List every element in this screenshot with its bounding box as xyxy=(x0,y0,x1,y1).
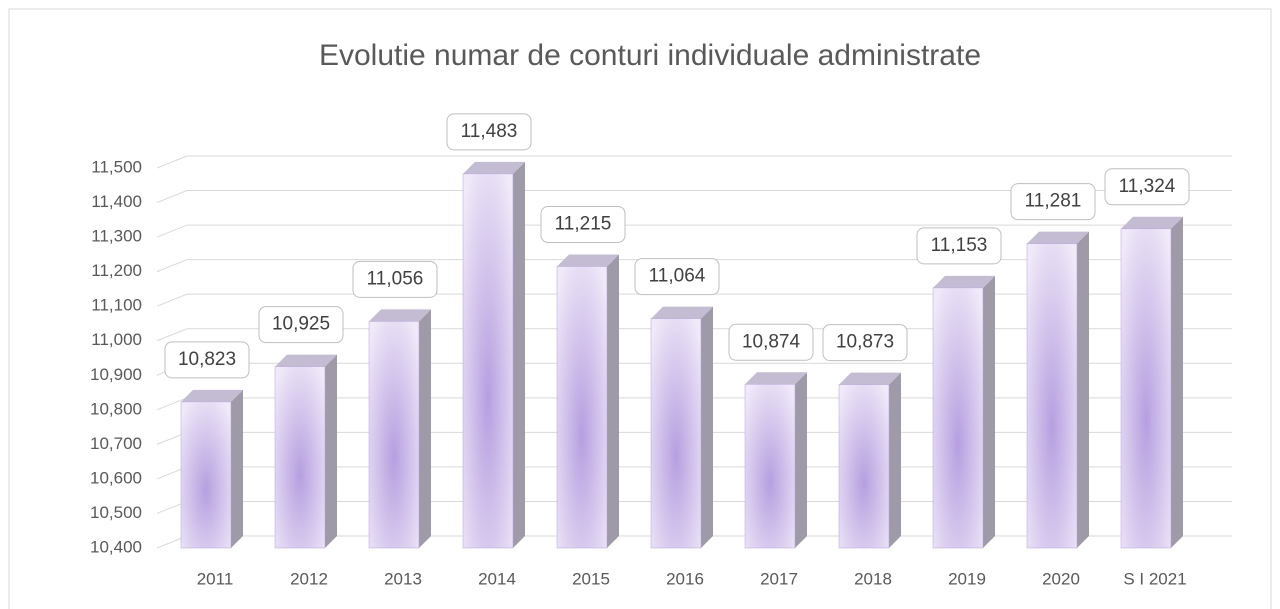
x-tick-label: 2019 xyxy=(948,569,986,588)
bar-front xyxy=(838,384,890,549)
bar-side xyxy=(231,389,243,548)
bar-top xyxy=(745,372,807,385)
y-tick-label: 11,500 xyxy=(91,157,142,176)
bar-top xyxy=(933,275,995,288)
y-tick-label: 10,700 xyxy=(90,434,142,453)
data-label-box xyxy=(728,323,814,361)
bar-front xyxy=(1026,243,1078,549)
data-label: 11,153 xyxy=(931,235,988,256)
x-tick-label: 2016 xyxy=(666,569,704,588)
bar-side xyxy=(513,161,525,548)
x-tick-label: 2012 xyxy=(290,569,328,588)
bar-top xyxy=(839,372,901,385)
x-tick-label: 2018 xyxy=(854,569,892,588)
bar-top xyxy=(275,354,337,367)
bar xyxy=(650,306,713,549)
grid-line xyxy=(156,190,1232,204)
x-tick-label: 2017 xyxy=(760,569,798,588)
bar-top xyxy=(1027,231,1089,244)
data-label-box xyxy=(352,260,438,298)
data-label-box xyxy=(164,341,250,379)
data-label-box xyxy=(1104,168,1190,206)
x-tick-label: 2015 xyxy=(572,569,610,588)
bar-side xyxy=(889,372,901,548)
bar xyxy=(1120,216,1183,549)
bar-top xyxy=(181,389,243,402)
bar-top xyxy=(1121,216,1183,229)
y-tick-label: 11,100 xyxy=(91,296,142,315)
data-label: 10,823 xyxy=(178,349,236,370)
bar xyxy=(838,372,901,549)
y-tick-label: 10,900 xyxy=(90,365,142,384)
data-label: 11,064 xyxy=(649,266,706,287)
bar-front xyxy=(462,173,514,549)
bar-front xyxy=(932,287,984,549)
data-label-box xyxy=(258,306,344,344)
bar-top xyxy=(557,254,619,267)
bar-front xyxy=(180,401,232,549)
y-tick-label: 10,400 xyxy=(90,537,142,556)
bar xyxy=(180,389,243,549)
data-label-box xyxy=(822,324,908,362)
bar-front xyxy=(556,266,608,549)
x-tick-label: 2014 xyxy=(478,569,516,588)
bar-front xyxy=(650,318,702,549)
bar-side xyxy=(607,254,619,549)
grid-line xyxy=(156,224,1232,238)
bar-side xyxy=(325,354,337,548)
data-label: 11,215 xyxy=(555,213,612,234)
bar-front xyxy=(1120,228,1172,549)
x-tick-label: S I 2021 xyxy=(1123,569,1186,588)
data-label: 11,324 xyxy=(1119,176,1176,197)
data-label: 10,873 xyxy=(836,332,894,353)
bar-front xyxy=(274,366,326,549)
data-label-box xyxy=(634,258,720,296)
bar-top xyxy=(369,309,431,322)
data-label: 10,874 xyxy=(742,331,801,352)
bar-side xyxy=(983,275,995,548)
bar-top xyxy=(651,306,713,319)
y-tick-label: 10,600 xyxy=(90,468,142,487)
bar xyxy=(744,372,807,549)
data-label-box xyxy=(540,205,626,243)
grid-line xyxy=(156,293,1232,307)
y-tick-label: 11,000 xyxy=(91,330,142,349)
bar-front xyxy=(368,321,420,549)
bar-front xyxy=(744,384,796,549)
y-tick-label: 11,400 xyxy=(91,192,142,211)
data-label: 11,483 xyxy=(461,121,518,142)
bar-top xyxy=(463,161,525,174)
bar xyxy=(556,254,619,549)
data-label-box xyxy=(1010,183,1096,221)
bar-side xyxy=(419,309,431,548)
bar-side xyxy=(795,372,807,548)
data-label: 11,281 xyxy=(1025,191,1082,212)
y-tick-label: 10,800 xyxy=(90,399,142,418)
bar-side xyxy=(1171,216,1183,549)
data-label-box xyxy=(916,227,1002,265)
y-tick-label: 10,500 xyxy=(90,503,142,522)
data-label-box xyxy=(446,113,532,151)
grid-line xyxy=(156,155,1232,169)
bar xyxy=(462,161,525,549)
bar-side xyxy=(1077,231,1089,548)
bar xyxy=(274,354,337,549)
grid-line xyxy=(156,259,1232,273)
x-tick-label: 2020 xyxy=(1042,569,1080,588)
bar-side xyxy=(701,306,713,548)
x-tick-label: 2013 xyxy=(384,569,422,588)
chart-title: Evolutie numar de conturi individuale ad… xyxy=(319,39,981,72)
bar xyxy=(932,275,995,549)
data-label: 11,056 xyxy=(367,268,424,289)
bar xyxy=(368,309,431,549)
x-tick-label: 2011 xyxy=(197,569,234,588)
y-tick-label: 11,200 xyxy=(91,261,142,280)
bar xyxy=(1026,231,1089,549)
data-label: 10,925 xyxy=(272,314,330,335)
y-tick-label: 11,300 xyxy=(91,227,142,246)
